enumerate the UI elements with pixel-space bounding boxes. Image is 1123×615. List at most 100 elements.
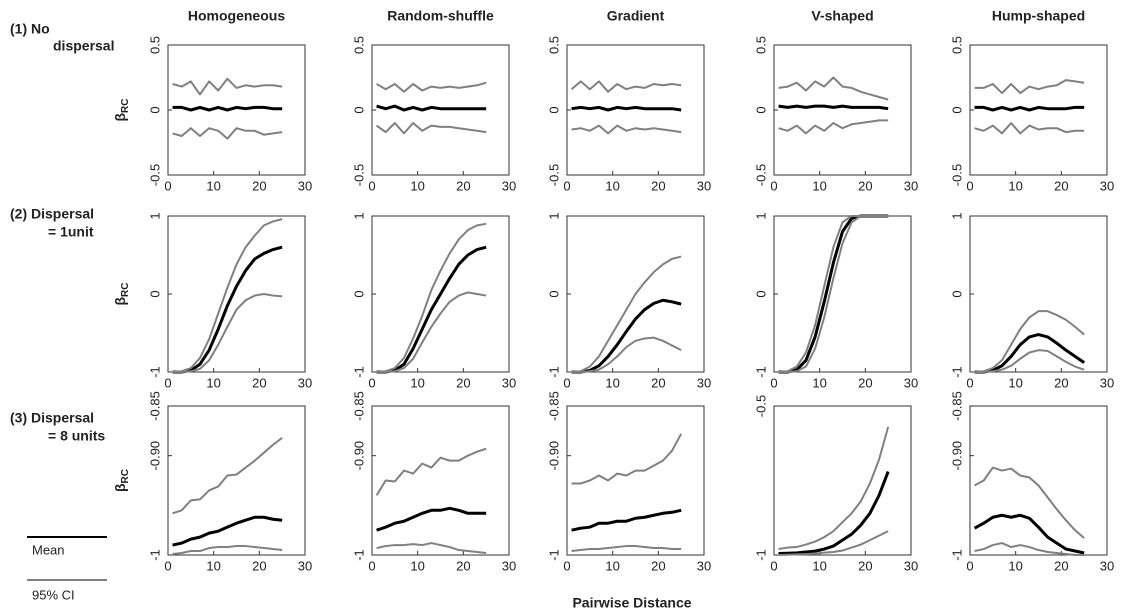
- y-tick-label: 1: [949, 212, 964, 219]
- panel: 0 10 20 30-101: [351, 212, 516, 390]
- x-tick-label: 0: [164, 558, 171, 573]
- y-tick-label: 0: [351, 290, 366, 297]
- y-tick-label: 0.5: [753, 36, 768, 54]
- row-label: dispersal: [53, 38, 114, 54]
- x-tick-label: 30: [697, 375, 711, 390]
- x-tick-label: 10: [605, 375, 619, 390]
- plot-frame: [773, 215, 912, 373]
- panel: 0 10 20 30 -1 -0.5: [753, 395, 918, 574]
- x-tick-label: 30: [502, 558, 516, 573]
- y-subscript: RC: [120, 283, 131, 297]
- ci-line: [778, 215, 889, 373]
- x-tick-label: 0: [368, 558, 375, 573]
- y-subscript: RC: [120, 99, 131, 113]
- ci-line: [376, 291, 487, 373]
- x-tick-label: 0: [368, 375, 375, 390]
- ci-line: [172, 218, 283, 373]
- y-tick-label: -1: [949, 366, 964, 378]
- y-tick-label: -0.90: [546, 441, 561, 471]
- x-tick-label: 20: [651, 558, 665, 573]
- panel: 0 10 20 30-0.500.5: [753, 36, 918, 193]
- mean-line: [571, 105, 682, 112]
- ci-line: [974, 310, 1085, 373]
- mean-line: [172, 515, 283, 547]
- y-tick-label: -1: [147, 366, 162, 378]
- mean-line: [778, 214, 889, 374]
- x-tick-label: 0: [770, 375, 777, 390]
- panel: 0 10 20 30-101: [753, 212, 918, 390]
- panel: 0 10 20 30 -1 -0.90 -0.85: [949, 391, 1114, 573]
- ci-line: [974, 542, 1085, 556]
- y-tick-label: 0: [753, 290, 768, 297]
- y-tick-label: 0: [949, 106, 964, 113]
- row-label: = 8 units: [48, 428, 105, 444]
- y-subscript: RC: [120, 469, 131, 483]
- x-tick-label: 30: [697, 558, 711, 573]
- x-tick-label: 20: [651, 375, 665, 390]
- y-symbol: β: [112, 297, 128, 306]
- y-tick-label: -1: [351, 549, 366, 561]
- row-label: (1) No: [10, 21, 50, 37]
- ci-line: [974, 466, 1085, 539]
- y-tick-label: 0.5: [546, 36, 561, 54]
- y-tick-label: 1: [147, 212, 162, 219]
- x-tick-label: 30: [904, 558, 918, 573]
- ci-line: [778, 119, 889, 135]
- y-symbol: β: [112, 113, 128, 122]
- y-tick-label: -1: [546, 366, 561, 378]
- x-tick-label: 20: [1054, 558, 1068, 573]
- row-label: (3) Dispersal: [10, 410, 94, 426]
- y-tick-label: 0: [753, 106, 768, 113]
- y-tick-label: 1: [753, 212, 768, 219]
- y-tick-label: -1: [949, 549, 964, 561]
- ci-line: [375, 122, 487, 135]
- y-tick-label: -1: [546, 549, 561, 561]
- y-tick-label: -0.5: [753, 164, 768, 186]
- ci-line: [778, 76, 889, 101]
- y-tick-label: 0: [949, 290, 964, 297]
- y-tick-label: -0.85: [351, 391, 366, 421]
- y-tick-label: 0: [147, 106, 162, 113]
- x-tick-label: 30: [298, 375, 312, 390]
- y-tick-label: -0.5: [949, 164, 964, 186]
- x-tick-label: 20: [1054, 178, 1068, 193]
- x-tick-label: 30: [298, 558, 312, 573]
- x-tick-label: 10: [410, 178, 424, 193]
- mean-line: [974, 105, 1085, 112]
- y-tick-label: 0.5: [351, 36, 366, 54]
- x-tick-label: 10: [410, 375, 424, 390]
- x-tick-label: 20: [858, 558, 872, 573]
- x-tick-label: 0: [164, 375, 171, 390]
- x-tick-label: 30: [298, 178, 312, 193]
- panel: 0 10 20 30-0.500.5: [949, 36, 1114, 193]
- x-tick-label: 20: [456, 558, 470, 573]
- ci-line: [570, 80, 682, 93]
- column-title: Homogeneous: [188, 8, 285, 24]
- ci-line: [974, 349, 1085, 373]
- x-tick-label: 0: [563, 375, 570, 390]
- panel: 0 10 20 30-0.500.5: [147, 36, 312, 193]
- x-tick-label: 0: [563, 178, 570, 193]
- mean-line: [376, 245, 487, 374]
- ci-line: [376, 81, 487, 93]
- column-title: Hump-shaped: [992, 8, 1085, 24]
- x-tick-label: 0: [966, 375, 973, 390]
- mean-line: [172, 245, 283, 374]
- y-tick-label: -0.5: [753, 395, 768, 417]
- y-tick-label: -0.5: [351, 164, 366, 186]
- ci-line: [375, 447, 487, 496]
- panel: 0 10 20 30-101: [147, 212, 312, 390]
- x-tick-label: 0: [966, 558, 973, 573]
- x-tick-label: 0: [368, 178, 375, 193]
- x-tick-label: 10: [605, 558, 619, 573]
- y-tick-label: -0.85: [546, 391, 561, 421]
- y-tick-label: 0: [546, 106, 561, 113]
- y-axis-title: βRC: [112, 99, 131, 122]
- y-tick-label: -0.90: [351, 441, 366, 471]
- y-tick-label: -1: [753, 366, 768, 378]
- ci-line: [376, 542, 487, 555]
- ci-line: [571, 255, 682, 373]
- x-tick-label: 0: [563, 558, 570, 573]
- plot-frame: [969, 215, 1108, 373]
